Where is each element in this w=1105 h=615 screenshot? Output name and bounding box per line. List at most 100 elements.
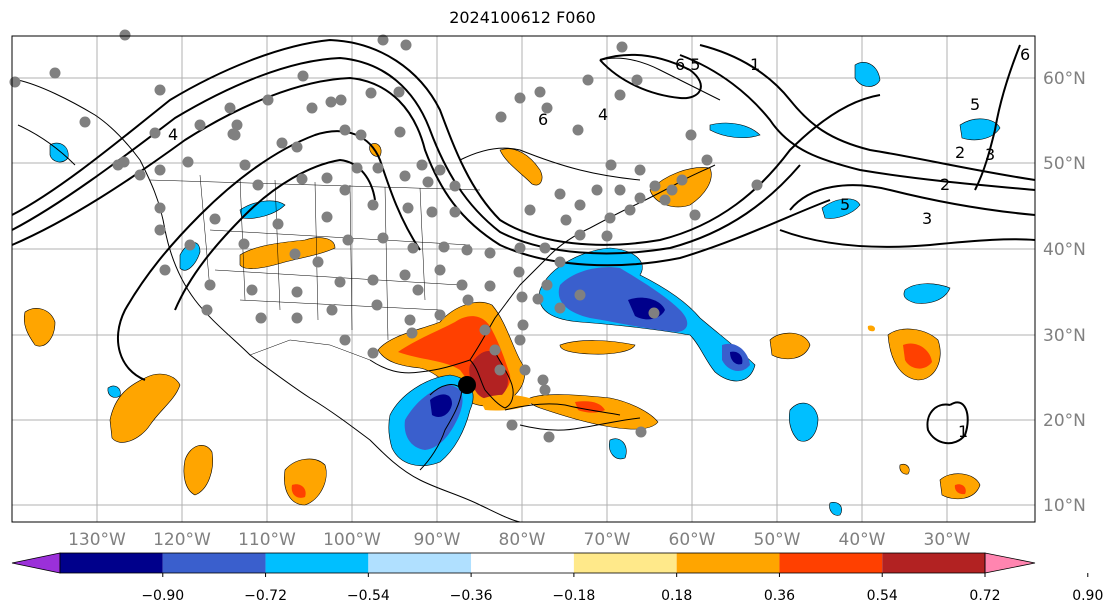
station-dot [539,242,551,254]
lat-label: 40°N [1043,240,1086,260]
lon-label: 80°W [499,530,546,550]
station-dot [484,280,496,292]
station-dot [321,211,333,223]
station-dot [394,126,406,138]
longitude-labels: 130°W 120°W 110°W 100°W 90°W 80°W 70°W 6… [68,530,971,550]
station-dot [537,374,549,386]
station-dot [649,180,661,192]
station-dot [355,129,367,141]
station-dot [262,94,274,106]
station-dot [339,124,351,136]
contour-label: 6.5 [675,55,700,74]
lon-label: 130°W [68,530,126,550]
colorbar-tick-label: −0.72 [244,588,287,604]
station-dot [616,41,628,53]
station-dot [325,96,337,108]
station-dot [406,327,418,339]
lon-label: 100°W [323,530,381,550]
station-dot [79,116,91,128]
station-dot [351,162,363,174]
colorbar-extend-low [11,552,61,574]
station-dot [377,232,389,244]
station-dot [541,279,553,291]
station-dot [154,202,166,214]
lat-label: 60°N [1043,69,1086,89]
station-dot [614,89,626,101]
station-dot [334,276,346,288]
station-dot [701,154,713,166]
colorbar-tick-label: 0.18 [661,588,692,604]
contour-label: 5 [840,195,850,214]
colorbar: −0.90 −0.72 −0.54 −0.36 −0.18 0.18 0.36 0.54 0.7… [11,552,1103,604]
station-dot [604,212,616,224]
station-dot [209,213,221,225]
station-dot [342,234,354,246]
colorbar-swatch [779,553,883,573]
station-dot [489,344,501,356]
station-dot [572,124,584,136]
station-dot [372,162,384,174]
station-dot [159,264,171,276]
station-dot [449,180,461,192]
station-dot [296,173,308,185]
lon-label: 40°W [839,530,886,550]
contour-label: 4 [598,105,608,124]
station-dot [9,76,21,88]
station-dot [367,347,379,359]
station-dot [666,184,678,196]
station-dot [404,314,416,326]
station-dot [434,309,446,321]
station-dot [605,159,617,171]
contour-label: 6 [1020,45,1030,64]
station-dot [634,164,646,176]
colorbar-tick-label: −0.54 [347,588,390,604]
station-dot [574,289,586,301]
map-frame [11,35,1036,523]
station-dot [291,286,303,298]
station-dot [154,224,166,236]
colorbar-tick-label: 0.72 [969,588,1000,604]
station-dot [543,431,555,443]
station-dot [335,94,347,106]
station-dot [224,102,236,114]
lon-label: 120°W [153,530,211,550]
lon-label: 50°W [754,530,801,550]
station-dot [591,184,603,196]
station-dot [154,164,166,176]
colorbar-tick-label: 0.90 [1072,588,1103,604]
station-dot [291,312,303,324]
colorbar-swatch [265,553,369,573]
station-dot [367,199,379,211]
contour-label: 5 [970,95,980,114]
colorbar-swatch [573,553,677,573]
station-dot [554,302,566,314]
station-dot [255,312,267,324]
station-dot [246,284,258,296]
station-dot [306,102,318,114]
station-dot [676,174,688,186]
station-dot [238,238,250,250]
colorbar-swatch [60,553,163,573]
station-dot [648,307,660,319]
storm-center-marker [458,376,476,394]
station-dot [514,334,526,346]
lon-label: 70°W [584,530,631,550]
colorbar-swatch [471,553,574,573]
colorbar-swatch [162,553,266,573]
colorbar-frame [59,552,986,574]
contour-labels: 1 2 3 4 5 6 6.5 1 2 3 4 5 6 [168,45,1030,441]
station-dot [659,194,671,206]
colorbar-swatch [676,553,780,573]
station-dot [539,384,551,396]
colorbar-tick-label: 0.36 [764,588,795,604]
contour-label: 6 [538,110,548,129]
lon-label: 110°W [238,530,296,550]
station-dot [371,299,383,311]
lon-label: 60°W [669,530,716,550]
station-dot [227,128,239,140]
station-dot [416,159,428,171]
station-dot [407,242,419,254]
contour-label: 3 [922,209,932,228]
colorbar-extend-high [984,552,1036,574]
